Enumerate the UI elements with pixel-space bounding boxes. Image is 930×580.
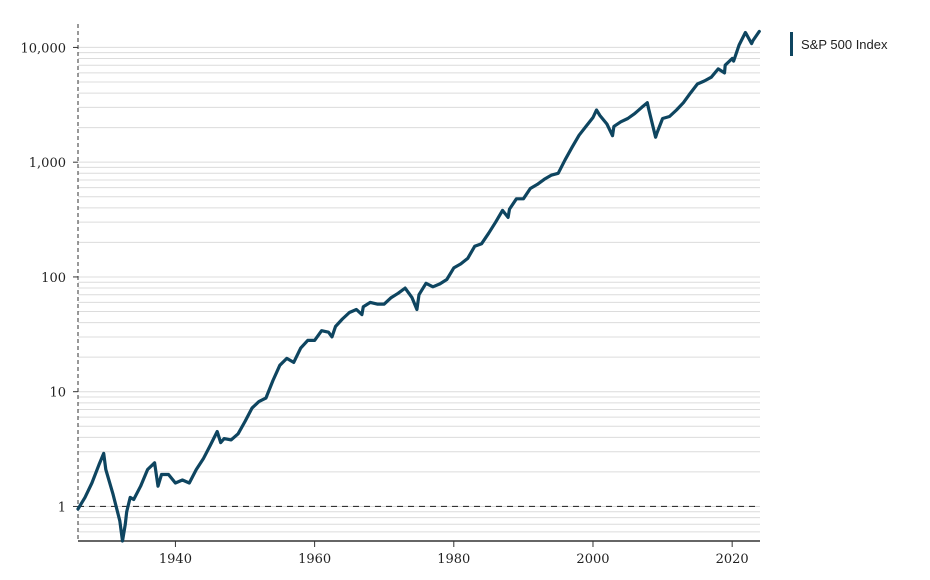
x-tick-label: 2020 xyxy=(716,552,749,567)
y-tick-label: 1 xyxy=(58,500,66,515)
y-tick-label: 10,000 xyxy=(21,41,67,56)
x-axis-ticks: 1940 1960 1980 2000 2020 xyxy=(159,541,749,567)
y-tick-label: 10 xyxy=(49,386,66,401)
y-axis-ticks: 1 10 100 1,000 10,000 xyxy=(21,41,78,515)
x-tick-label: 1980 xyxy=(437,552,470,567)
x-tick-label: 1960 xyxy=(298,552,331,567)
series-line-0 xyxy=(76,29,761,543)
y-tick-label: 1,000 xyxy=(29,156,66,171)
series-group xyxy=(76,29,761,543)
x-tick-label: 1940 xyxy=(159,552,192,567)
legend: S&P 500 Index xyxy=(790,32,888,56)
y-tick-label: 100 xyxy=(41,271,66,286)
legend-swatch xyxy=(790,32,793,56)
x-tick-label: 2000 xyxy=(576,552,609,567)
legend-label: S&P 500 Index xyxy=(801,36,888,52)
